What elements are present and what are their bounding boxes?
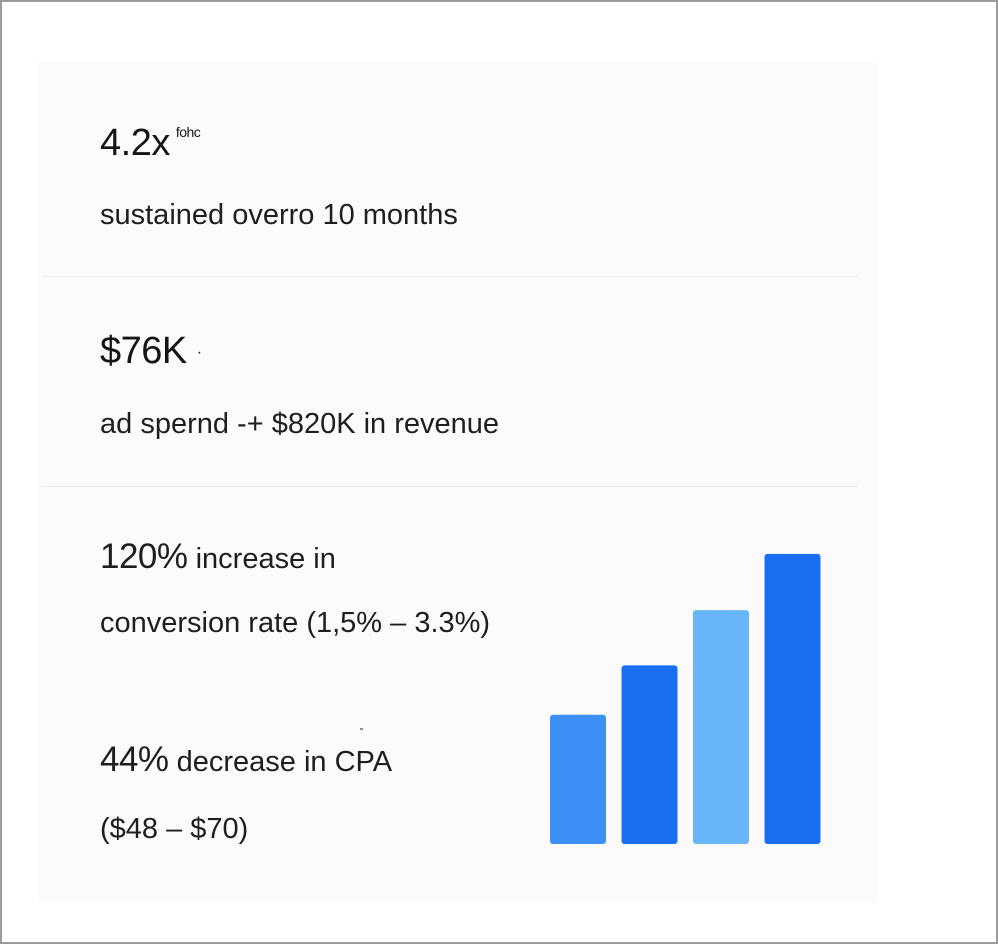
spend-mark: · xyxy=(196,343,202,361)
roas-caption: sustained overro 10 months xyxy=(100,199,458,231)
conversion-line-2: conversion rate (1,5% – 3.3%) xyxy=(100,607,491,639)
roas-value: 4.2x xyxy=(100,122,170,164)
stray-mark xyxy=(360,728,363,730)
conversion-lead: 120% xyxy=(100,537,188,576)
bar-4 xyxy=(764,553,821,844)
cpa-line-1: 44% decrease in CPA xyxy=(100,740,392,780)
spend-metric: $76K · xyxy=(100,330,202,373)
cpa-text: decrease in CPA xyxy=(168,746,393,778)
spend-value: $76K xyxy=(100,330,187,372)
conversion-text: increase in xyxy=(187,543,336,575)
bar-chart xyxy=(550,553,821,844)
cpa-lead: 44% xyxy=(100,740,169,779)
roas-metric: 4.2x fohc xyxy=(100,122,201,165)
divider xyxy=(42,486,858,487)
bar-1 xyxy=(550,714,606,844)
bar-2 xyxy=(621,665,678,844)
spend-caption: ad spernd -+ $820K in revenue xyxy=(100,408,500,440)
bar-3 xyxy=(693,610,749,844)
divider xyxy=(42,276,858,277)
conversion-line-1: 120% increase in xyxy=(100,537,336,577)
roas-superscript: fohc xyxy=(175,124,201,140)
cpa-line-2: ($48 – $70) xyxy=(100,813,249,845)
